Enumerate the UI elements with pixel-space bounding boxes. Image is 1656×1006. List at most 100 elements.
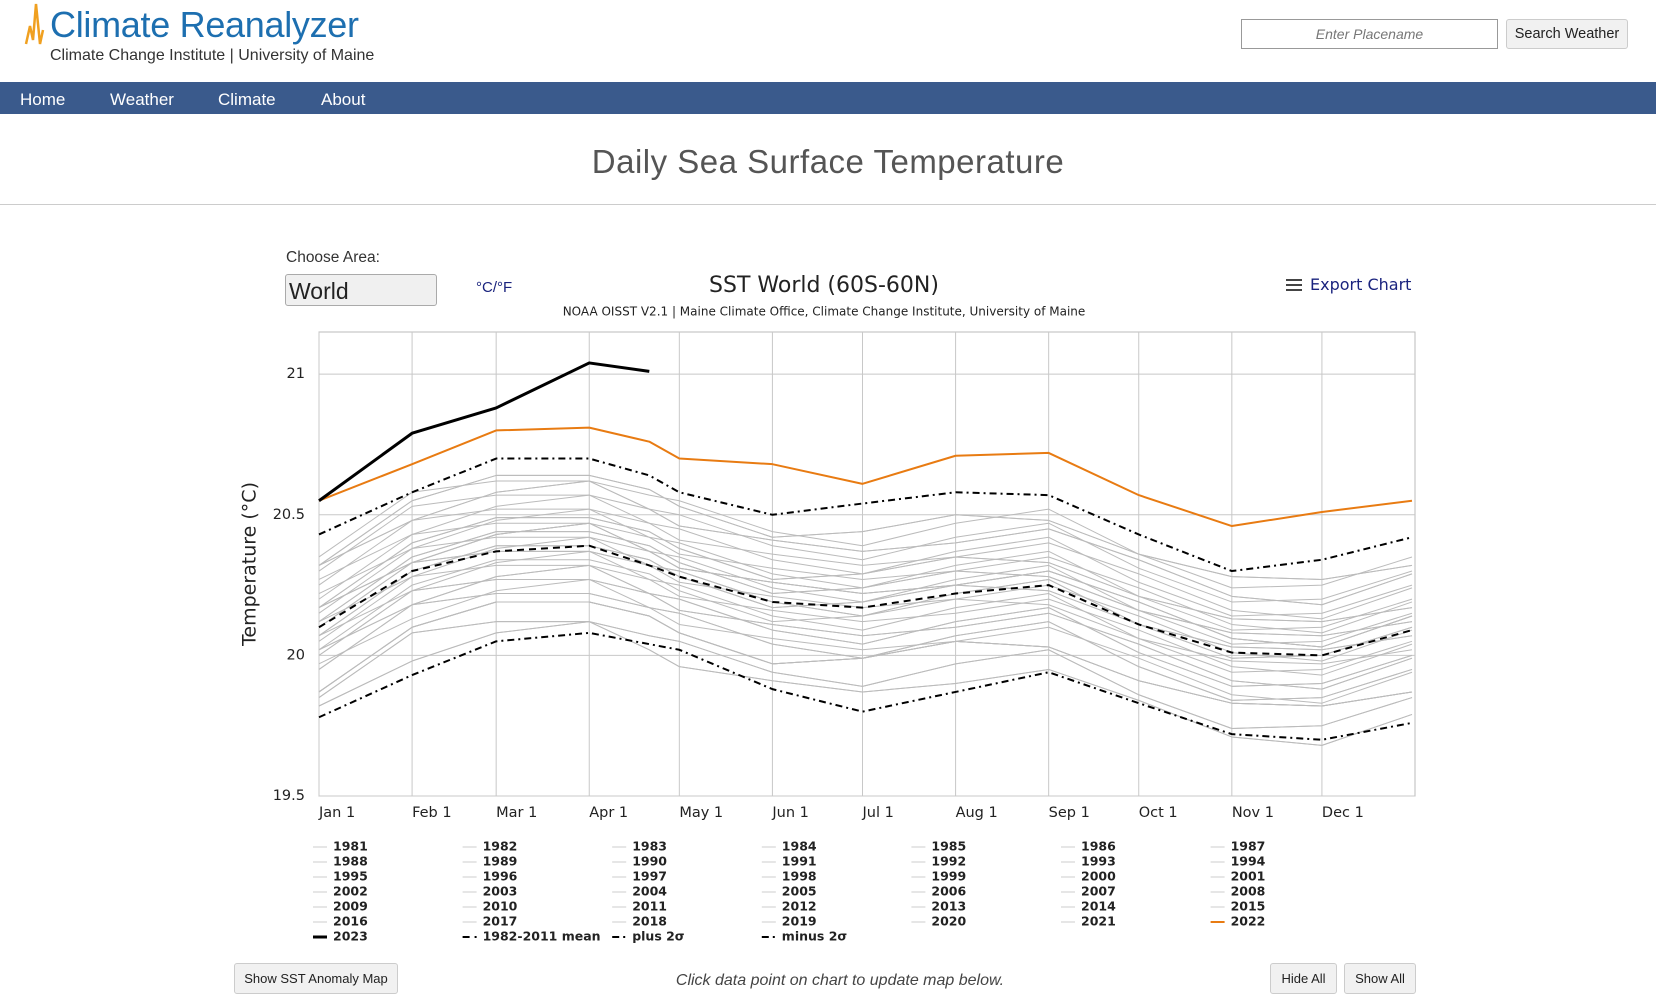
legend-label[interactable]: plus 2σ (632, 929, 685, 944)
legend-label[interactable]: 1996 (483, 869, 518, 884)
legend-label[interactable]: 2012 (782, 899, 817, 914)
x-tick-label: May 1 (679, 805, 723, 821)
series-line (318, 508, 1413, 617)
x-tick-label: Apr 1 (589, 805, 628, 821)
nav-bar (0, 82, 1656, 114)
series-line (318, 564, 1413, 690)
hide-all-button[interactable]: Hide All (1270, 963, 1337, 994)
legend-label[interactable]: 1998 (782, 869, 817, 884)
series-line (318, 480, 1413, 606)
legend-label[interactable]: 1985 (931, 839, 966, 854)
legend-label[interactable]: 1981 (333, 839, 368, 854)
legend-label[interactable]: 2006 (931, 884, 966, 899)
series-line (318, 621, 1413, 746)
legend-label[interactable]: 2009 (333, 899, 368, 914)
export-label: Export Chart (1310, 275, 1412, 294)
x-tick-label: Dec 1 (1322, 805, 1364, 821)
area-select[interactable]: World (285, 274, 437, 306)
legend-label[interactable]: 2007 (1081, 884, 1116, 899)
legend-label[interactable]: 1997 (632, 869, 667, 884)
x-tick-label: Feb 1 (412, 805, 452, 821)
y-tick-label: 21 (287, 366, 305, 382)
legend-label[interactable]: 2013 (931, 899, 966, 914)
series-line (318, 578, 1413, 704)
legend-label[interactable]: 2015 (1231, 899, 1266, 914)
nav-item[interactable]: Climate (218, 90, 276, 109)
export-chart[interactable]: Export Chart (1286, 275, 1411, 294)
series-line (318, 593, 1413, 701)
legend-label[interactable]: 2011 (632, 899, 667, 914)
legend-label[interactable]: 2017 (483, 914, 518, 929)
x-tick-label: Aug 1 (956, 805, 998, 821)
series-line (318, 426, 1413, 528)
search-input[interactable]: Enter Placename (1241, 19, 1498, 49)
nav-item[interactable]: Home (20, 90, 66, 109)
nav-item[interactable]: About (321, 90, 366, 109)
legend-label[interactable]: 2019 (782, 914, 817, 929)
show-all-button[interactable]: Show All (1344, 963, 1416, 994)
tagline: Climate Change Institute | University of… (50, 47, 375, 64)
legend-label[interactable]: 2016 (333, 914, 368, 929)
plot-area (318, 331, 1416, 797)
legend-label[interactable]: 2004 (632, 884, 667, 899)
legend-label[interactable]: 2003 (483, 884, 518, 899)
legend-label[interactable]: 2021 (1081, 914, 1116, 929)
legend-label[interactable]: 2001 (1231, 869, 1266, 884)
anomaly-map-button[interactable]: Show SST Anomaly Map (234, 963, 398, 994)
search-button[interactable]: Search Weather (1506, 19, 1628, 49)
x-tick-label: Jul 1 (861, 805, 893, 821)
area-label: Choose Area: (286, 249, 380, 266)
series-line (318, 531, 1413, 637)
x-tick-label: Mar 1 (496, 805, 537, 821)
legend-label[interactable]: 1984 (782, 839, 817, 854)
legend-label[interactable]: 1987 (1231, 839, 1266, 854)
series-line (318, 480, 1413, 589)
legend-label[interactable]: 1995 (333, 869, 368, 884)
series-line (318, 544, 1413, 657)
menu-icon (1286, 279, 1302, 291)
x-tick-label: Oct 1 (1139, 805, 1178, 821)
legend-label[interactable]: 2002 (333, 884, 368, 899)
legend-label[interactable]: 1990 (632, 854, 667, 869)
page-title: Daily Sea Surface Temperature (591, 143, 1065, 180)
legend-label[interactable]: 2023 (333, 929, 368, 944)
nav-item[interactable]: Weather (110, 90, 174, 109)
legend-label[interactable]: minus 2σ (782, 929, 848, 944)
y-tick-label: 19.5 (273, 788, 305, 804)
legend-label[interactable]: 1983 (632, 839, 667, 854)
series-line (318, 522, 1413, 648)
legend-label[interactable]: 2018 (632, 914, 667, 929)
legend-label[interactable]: 2022 (1231, 914, 1266, 929)
legend-label[interactable]: 1989 (483, 854, 518, 869)
legend-label[interactable]: 1986 (1081, 839, 1116, 854)
legend-label[interactable]: 1982 (483, 839, 518, 854)
y-axis-label: Temperature (°C) (239, 482, 261, 647)
series-line (318, 508, 1413, 634)
series-line (318, 631, 1413, 741)
logo[interactable]: Climate Reanalyzer (50, 4, 359, 45)
legend-label[interactable]: 2014 (1081, 899, 1116, 914)
series-line (318, 550, 1413, 676)
series-line (318, 536, 1413, 662)
legend-label[interactable]: 2008 (1231, 884, 1266, 899)
series-line (318, 522, 1413, 631)
legend-label[interactable]: 1988 (333, 854, 368, 869)
series-line (318, 361, 650, 502)
legend-label[interactable]: 1991 (782, 854, 817, 869)
legend-label[interactable]: 1994 (1231, 854, 1266, 869)
legend-label[interactable]: 1993 (1081, 854, 1116, 869)
legend-label[interactable]: 2010 (483, 899, 518, 914)
legend-label[interactable]: 2000 (1081, 869, 1116, 884)
units-toggle[interactable]: °C/°F (476, 279, 513, 296)
series-line (318, 621, 1413, 730)
logo-icon (24, 3, 45, 45)
legend-label[interactable]: 1992 (931, 854, 966, 869)
series-line (318, 559, 1413, 665)
legend-label[interactable]: 2020 (931, 914, 966, 929)
hint: Click data point on chart to update map … (675, 972, 1005, 989)
legend-label[interactable]: 1999 (931, 869, 966, 884)
legend-label[interactable]: 1982-2011 mean (483, 929, 601, 944)
legend-label[interactable]: 2005 (782, 884, 817, 899)
y-tick-label: 20.5 (273, 507, 305, 523)
